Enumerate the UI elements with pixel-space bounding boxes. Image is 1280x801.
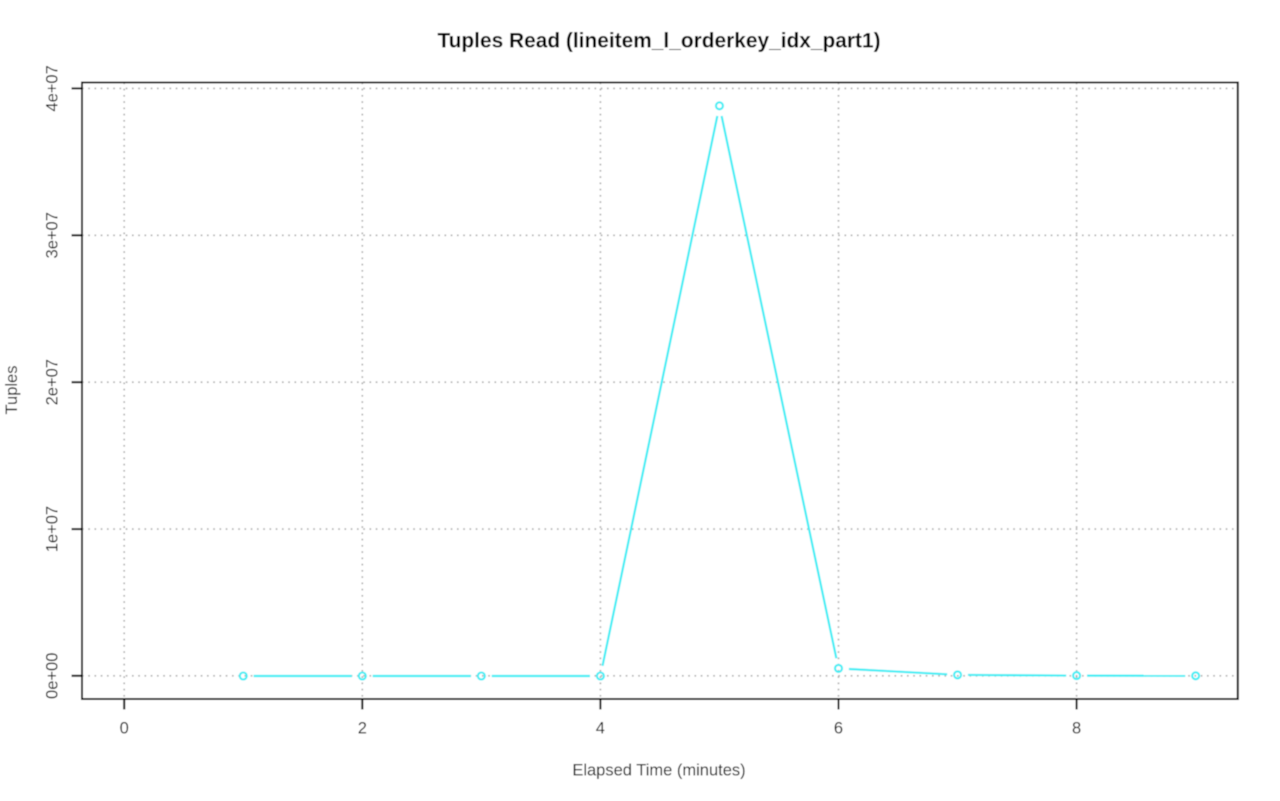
svg-text:6: 6 (834, 720, 843, 738)
svg-text:0e+00: 0e+00 (44, 653, 62, 699)
svg-text:Elapsed Time (minutes): Elapsed Time (minutes) (572, 762, 745, 780)
svg-text:3e+07: 3e+07 (44, 212, 62, 258)
svg-text:4: 4 (596, 720, 605, 738)
svg-text:4e+07: 4e+07 (44, 65, 62, 111)
svg-text:Tuples: Tuples (3, 366, 21, 415)
svg-text:2: 2 (358, 720, 367, 738)
svg-text:Tuples Read (lineitem_l_orderk: Tuples Read (lineitem_l_orderkey_idx_par… (437, 30, 880, 53)
svg-text:8: 8 (1072, 720, 1081, 738)
svg-text:1e+07: 1e+07 (44, 506, 62, 552)
svg-text:2e+07: 2e+07 (44, 359, 62, 405)
svg-text:0: 0 (120, 720, 129, 738)
